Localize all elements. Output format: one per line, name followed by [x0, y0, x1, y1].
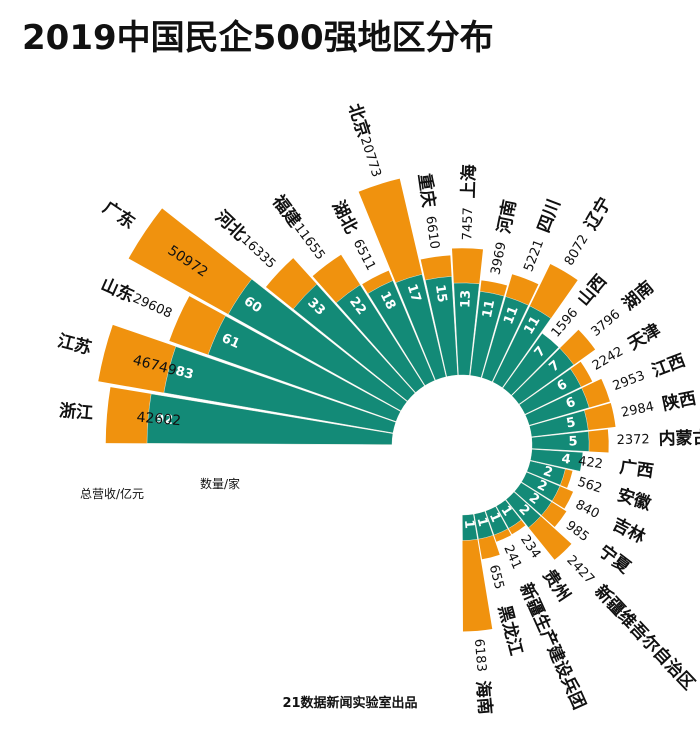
revenue-label: 8072 — [562, 232, 592, 268]
revenue-label: 2372 — [616, 432, 650, 448]
province-label: 河南 — [493, 198, 520, 235]
province-label: 陕西 — [661, 388, 698, 415]
province-label: 四川 — [534, 197, 565, 236]
province-label: 湖南 — [618, 277, 658, 315]
province-label: 湖北 — [328, 198, 361, 237]
count-label: 17 — [404, 282, 424, 304]
count-label: 11 — [480, 299, 498, 320]
revenue-label: 11655 — [291, 221, 328, 263]
revenue-label: 5221 — [521, 238, 547, 274]
revenue-label: 6610 — [422, 215, 441, 250]
count-label: 15 — [432, 284, 449, 304]
province-label: 山西 — [574, 271, 611, 310]
count-label: 13 — [458, 290, 474, 309]
province-label: 广东 — [99, 197, 139, 233]
province-label: 江苏 — [55, 330, 93, 359]
province-label: 黑龙江 — [494, 603, 527, 658]
revenue-label: 2427 — [563, 553, 597, 587]
revenue-label: 241 — [500, 543, 524, 572]
province-label: 辽宁 — [580, 194, 615, 234]
count-bars — [146, 274, 590, 541]
legend-count: 数量/家 — [200, 476, 240, 491]
chart-title: 2019中国民企500强地区分布 — [22, 18, 494, 58]
revenue-label: 840 — [573, 497, 602, 522]
province-label: 安徽 — [615, 484, 655, 515]
count-label: 61 — [219, 331, 242, 352]
count-label: 5 — [565, 415, 577, 431]
revenue-label: 422 — [577, 454, 604, 472]
province-label: 上海 — [458, 164, 480, 199]
province-label: 内蒙古 — [658, 427, 700, 449]
revenue-bar — [462, 514, 493, 632]
province-label: 宁夏 — [595, 541, 636, 579]
count-label: 5 — [568, 434, 577, 449]
province-label: 浙江 — [58, 400, 94, 424]
count-label: 1 — [461, 519, 477, 529]
revenue-label: 3796 — [588, 307, 623, 340]
revenue-label: 2984 — [620, 399, 655, 420]
revenue-label: 16335 — [238, 233, 278, 272]
province-label: 天津 — [624, 319, 664, 354]
province-label: 重庆 — [414, 172, 440, 209]
revenue-label: 6511 — [350, 237, 379, 273]
revenue-label: 29608 — [130, 291, 174, 322]
revenue-label: 42602 — [136, 410, 182, 430]
count-label: 18 — [377, 289, 399, 312]
count-label: 2 — [541, 464, 554, 481]
province-label: 新疆维吾尔自治区 — [590, 581, 699, 694]
revenue-label: 6183 — [471, 638, 489, 672]
province-label: 贵州 — [538, 566, 574, 606]
count-label: 83 — [174, 364, 195, 383]
province-label: 北京 — [344, 101, 374, 140]
center-hole — [392, 375, 532, 515]
revenue-label: 20773 — [357, 135, 384, 179]
province-label: 海南 — [472, 680, 496, 716]
count-label: 1 — [473, 516, 490, 529]
legend-revenue: 总营收/亿元 — [80, 486, 144, 501]
province-label: 广西 — [618, 456, 655, 482]
province-label: 江西 — [649, 351, 688, 382]
revenue-label: 2953 — [611, 368, 647, 394]
revenue-label: 7457 — [460, 207, 476, 241]
revenue-label: 562 — [575, 475, 603, 497]
revenue-label: 655 — [486, 563, 507, 591]
count-label: 92 — [154, 412, 173, 428]
province-label: 吉林 — [609, 513, 649, 547]
revenue-label: 3969 — [489, 241, 510, 276]
credit-line: 21数据新闻实验室出品 — [282, 696, 418, 711]
count-label: 11 — [501, 304, 521, 326]
count-label: 4 — [561, 452, 572, 468]
revenue-label: 2242 — [590, 344, 626, 374]
